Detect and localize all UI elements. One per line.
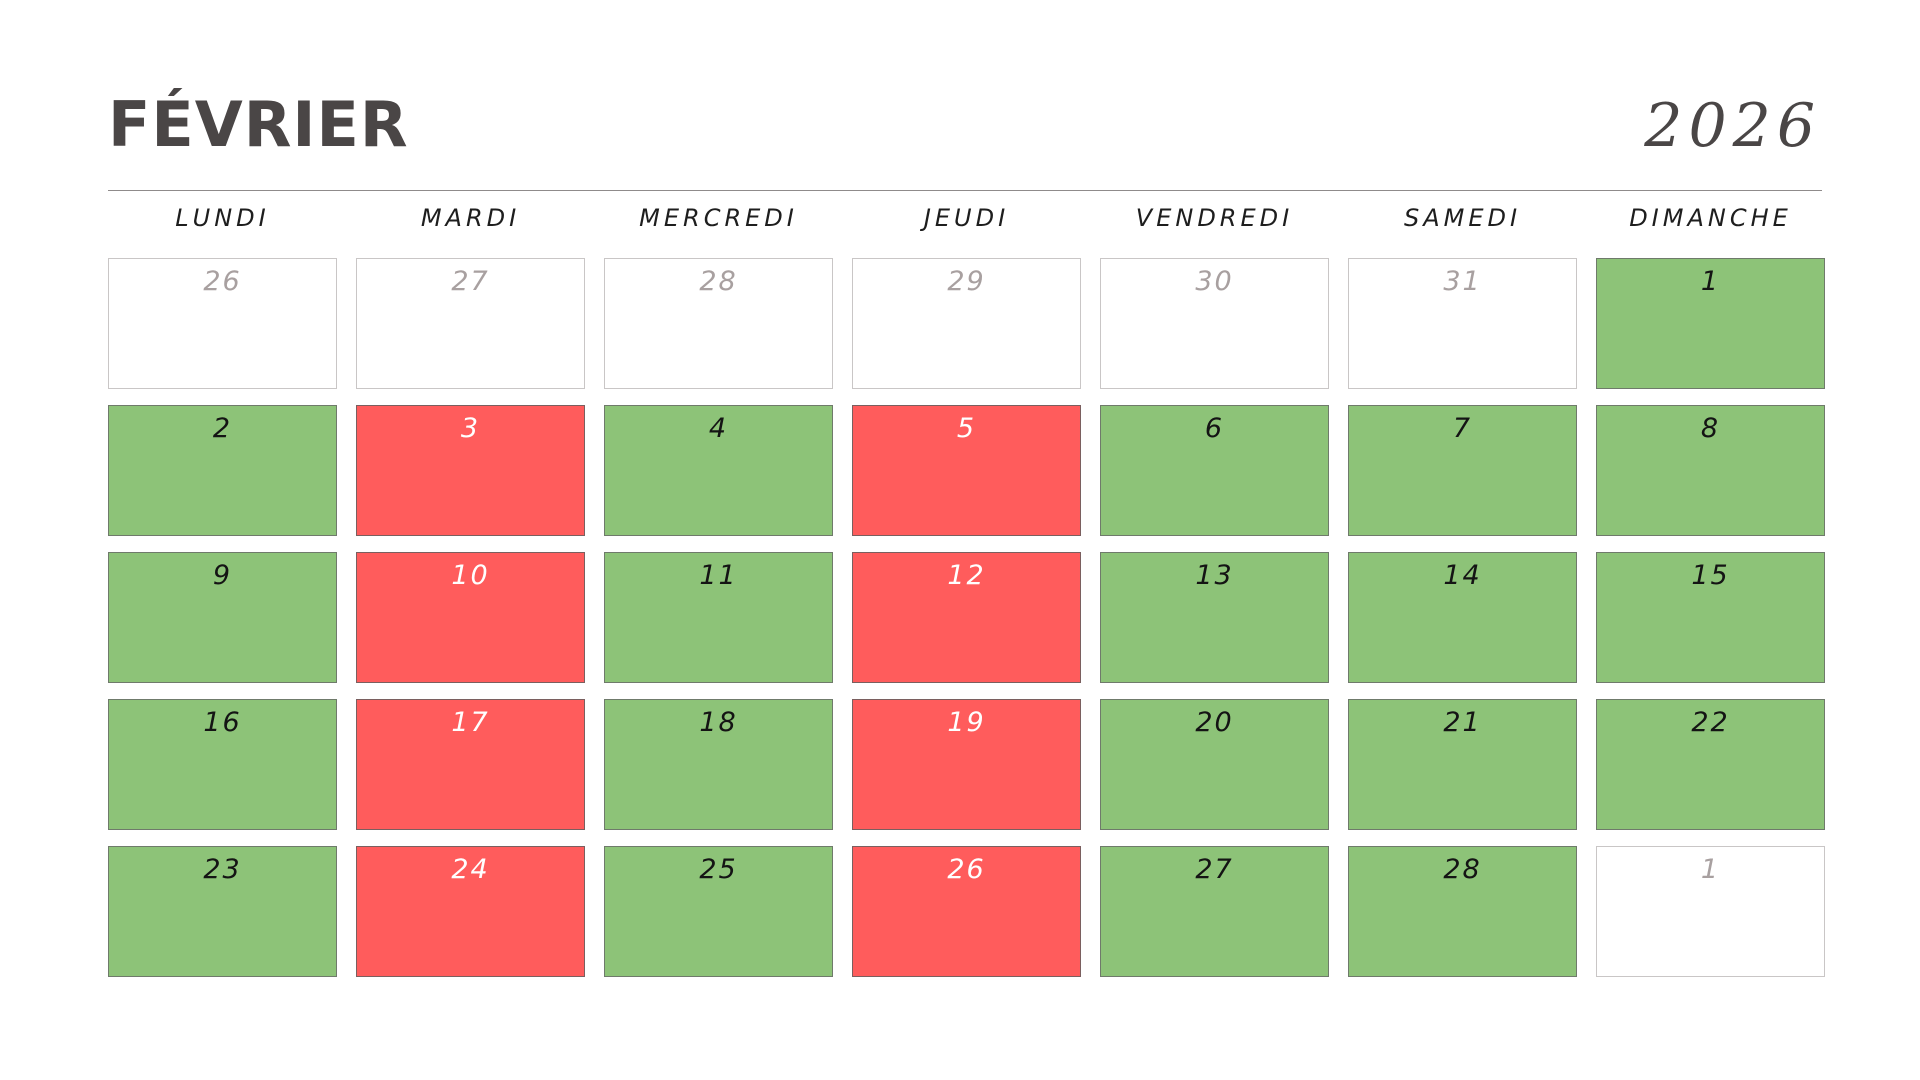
day-cell-available[interactable]: 11 xyxy=(604,552,833,683)
month-title: FÉVRIER xyxy=(108,88,409,161)
day-cell-available[interactable]: 1 xyxy=(1596,258,1825,389)
day-number: 27 xyxy=(1195,854,1234,885)
day-cell-outside-month[interactable]: 1 xyxy=(1596,846,1825,977)
day-number: 24 xyxy=(451,854,490,885)
day-cell-available[interactable]: 25 xyxy=(604,846,833,977)
day-cell-busy[interactable]: 5 xyxy=(852,405,1081,536)
day-cell-available[interactable]: 14 xyxy=(1348,552,1577,683)
day-number: 5 xyxy=(956,413,977,444)
day-cell-available[interactable]: 22 xyxy=(1596,699,1825,830)
weekday-label: JEUDI xyxy=(923,204,1010,232)
day-cell-busy[interactable]: 24 xyxy=(356,846,585,977)
calendar-grid: 26 27 28 29 30 31 1 2 3 4 5 6 7 8 9 10 11 12 13 14 15 16 17 18 1… xyxy=(108,258,1825,978)
day-number: 16 xyxy=(203,707,242,738)
day-cell-available[interactable]: 27 xyxy=(1100,846,1329,977)
day-cell-available[interactable]: 7 xyxy=(1348,405,1577,536)
day-number: 18 xyxy=(699,707,738,738)
day-number: 9 xyxy=(212,560,233,591)
day-number: 10 xyxy=(451,560,490,591)
weekday-label: DIMANCHE xyxy=(1629,204,1792,232)
day-cell-available[interactable]: 2 xyxy=(108,405,337,536)
day-number: 23 xyxy=(203,854,242,885)
day-cell-outside-month[interactable]: 27 xyxy=(356,258,585,389)
day-cell-available[interactable]: 28 xyxy=(1348,846,1577,977)
day-cell-available[interactable]: 18 xyxy=(604,699,833,830)
day-number: 3 xyxy=(460,413,481,444)
day-cell-available[interactable]: 16 xyxy=(108,699,337,830)
weekday-label: VENDREDI xyxy=(1135,204,1294,232)
day-cell-available[interactable]: 9 xyxy=(108,552,337,683)
day-number: 26 xyxy=(203,266,242,297)
day-cell-available[interactable]: 21 xyxy=(1348,699,1577,830)
day-number: 14 xyxy=(1443,560,1482,591)
day-cell-busy[interactable]: 19 xyxy=(852,699,1081,830)
day-cell-available[interactable]: 20 xyxy=(1100,699,1329,830)
day-cell-available[interactable]: 4 xyxy=(604,405,833,536)
day-number: 6 xyxy=(1204,413,1225,444)
day-cell-outside-month[interactable]: 26 xyxy=(108,258,337,389)
day-number: 4 xyxy=(708,413,729,444)
day-cell-busy[interactable]: 3 xyxy=(356,405,585,536)
day-number: 22 xyxy=(1691,707,1730,738)
day-number: 31 xyxy=(1443,266,1482,297)
day-number: 28 xyxy=(1443,854,1482,885)
weekday-label: LUNDI xyxy=(175,204,270,232)
day-number: 7 xyxy=(1452,413,1473,444)
day-number: 29 xyxy=(947,266,986,297)
day-number: 12 xyxy=(947,560,986,591)
day-number: 2 xyxy=(212,413,233,444)
day-cell-busy[interactable]: 17 xyxy=(356,699,585,830)
day-number: 30 xyxy=(1195,266,1234,297)
day-number: 25 xyxy=(699,854,738,885)
day-number: 13 xyxy=(1195,560,1234,591)
day-cell-available[interactable]: 6 xyxy=(1100,405,1329,536)
year-title: 2026 xyxy=(1644,91,1821,161)
day-number: 28 xyxy=(699,266,738,297)
day-cell-available[interactable]: 23 xyxy=(108,846,337,977)
weekday-label: MARDI xyxy=(420,204,521,232)
day-number: 17 xyxy=(451,707,490,738)
day-number: 8 xyxy=(1700,413,1721,444)
header-divider xyxy=(108,190,1822,191)
day-cell-busy[interactable]: 12 xyxy=(852,552,1081,683)
weekday-header-row: LUNDI MARDI MERCREDI JEUDI VENDREDI SAMEDI DIM… xyxy=(108,202,1822,234)
day-cell-busy[interactable]: 26 xyxy=(852,846,1081,977)
day-number: 11 xyxy=(699,560,738,591)
day-cell-available[interactable]: 8 xyxy=(1596,405,1825,536)
day-number: 21 xyxy=(1443,707,1482,738)
day-cell-outside-month[interactable]: 30 xyxy=(1100,258,1329,389)
day-cell-outside-month[interactable]: 29 xyxy=(852,258,1081,389)
day-number: 19 xyxy=(947,707,986,738)
day-cell-outside-month[interactable]: 31 xyxy=(1348,258,1577,389)
weekday-label: SAMEDI xyxy=(1403,204,1522,232)
day-number: 15 xyxy=(1691,560,1730,591)
day-number: 1 xyxy=(1700,266,1721,297)
weekday-label: MERCREDI xyxy=(639,204,798,232)
day-number: 27 xyxy=(451,266,490,297)
day-number: 1 xyxy=(1700,854,1721,885)
day-cell-available[interactable]: 13 xyxy=(1100,552,1329,683)
day-number: 26 xyxy=(947,854,986,885)
day-cell-busy[interactable]: 10 xyxy=(356,552,585,683)
day-number: 20 xyxy=(1195,707,1234,738)
day-cell-outside-month[interactable]: 28 xyxy=(604,258,833,389)
day-cell-available[interactable]: 15 xyxy=(1596,552,1825,683)
